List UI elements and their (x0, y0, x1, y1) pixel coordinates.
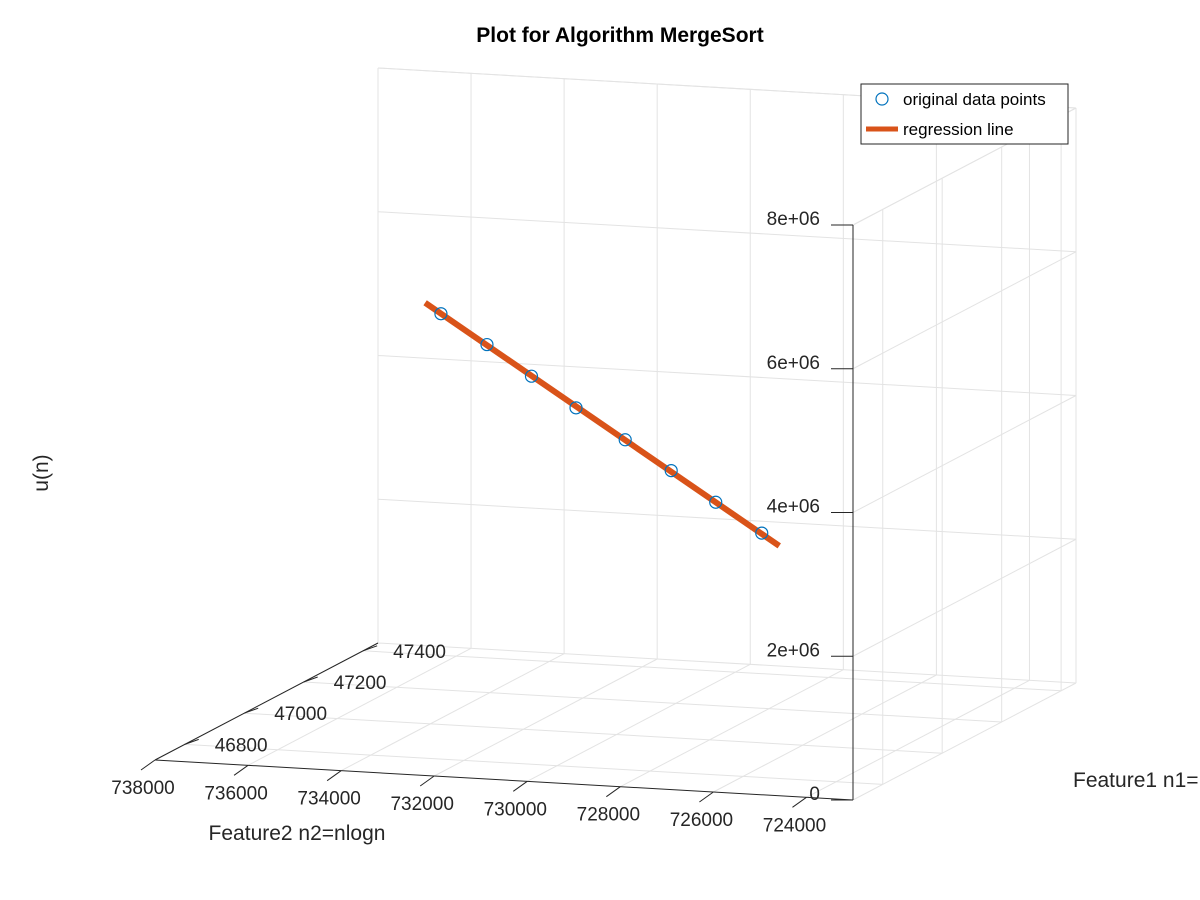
floor-grid-x (806, 679, 1030, 798)
floor-grid-x (527, 663, 751, 782)
floor-grid-x (433, 658, 658, 777)
data-point (664, 464, 678, 478)
y-tick-label: 47400 (393, 642, 446, 663)
z-tick-label: 4e+06 (767, 497, 820, 518)
floor-grid-x (620, 669, 844, 788)
x-tick-mark (792, 796, 807, 808)
back-wall-grid-z (377, 498, 1077, 540)
side-wall-grid-z (852, 251, 1077, 370)
x-tick-label: 736000 (204, 783, 267, 804)
y-tick-mark (303, 676, 318, 683)
z-tick-label: 0 (809, 784, 820, 805)
z-tick-label: 8e+06 (767, 209, 820, 230)
floor-grid-y (184, 743, 883, 785)
legend: original data points regression line (860, 83, 1069, 145)
data-point (709, 495, 723, 509)
back-wall-grid-z (377, 211, 1077, 253)
x-tick-mark (419, 775, 435, 787)
floor-grid-x (247, 647, 472, 766)
legend-entry-data-points: original data points (903, 90, 1046, 109)
legend-entry-regression: regression line (903, 120, 1014, 139)
x-tick-label: 734000 (297, 789, 360, 810)
x-axis-label: Feature2 n2=nlogn (209, 822, 386, 845)
floor-grid-x (713, 674, 937, 793)
y-tick-label: 47200 (334, 673, 387, 694)
y-tick-mark (362, 645, 378, 652)
x-tick-label: 724000 (763, 815, 826, 836)
side-wall-grid-z (852, 682, 1077, 801)
grid-layer (154, 67, 1077, 801)
x-tick-mark (512, 780, 528, 792)
data-point (434, 307, 448, 321)
floor-grid-y (244, 712, 943, 754)
x-tick-label: 726000 (670, 810, 733, 831)
floor-grid-y (303, 681, 1002, 723)
x-tick-mark (140, 759, 156, 771)
legend-box (860, 83, 1069, 145)
y-tick-label: 46800 (215, 735, 268, 756)
x-tick-label: 738000 (111, 778, 174, 799)
x-tick-label: 728000 (577, 805, 640, 826)
x-tick-label: 730000 (484, 799, 547, 820)
back-wall-grid-z (377, 642, 1077, 684)
floor-grid-x (340, 653, 565, 772)
y-tick-mark (184, 738, 199, 745)
z-tick-label: 6e+06 (767, 353, 820, 374)
x-tick-label: 732000 (390, 794, 453, 815)
side-wall-grid-z (852, 538, 1077, 657)
x-tick-mark (699, 791, 714, 803)
data-point (569, 401, 583, 415)
legend-marker-circle (875, 92, 889, 106)
y-axis-line (154, 642, 379, 761)
back-wall-grid-z (377, 355, 1077, 396)
side-wall-grid-z (852, 395, 1077, 513)
floor-grid-y (363, 650, 1062, 692)
x-tick-mark (606, 786, 621, 798)
x-axis-line (154, 759, 854, 801)
series-layer (423, 300, 781, 549)
x-tick-mark (233, 764, 249, 776)
y-tick-mark (244, 707, 259, 714)
y-axis-label: Feature1 n1= (1073, 769, 1199, 792)
regression-line (423, 300, 781, 549)
axis-layer: 738000 736000 734000 732000 730000 728000 7260… (111, 209, 854, 836)
chart-title: Plot for Algorithm MergeSort (476, 24, 763, 47)
z-tick-label: 2e+06 (767, 640, 820, 661)
data-point (480, 337, 494, 352)
y-tick-label: 47000 (274, 704, 327, 725)
x-tick-mark (326, 770, 342, 782)
data-point (755, 526, 769, 540)
data-point (524, 369, 539, 383)
data-point (618, 433, 632, 447)
z-axis-label: u(n) (30, 454, 53, 491)
